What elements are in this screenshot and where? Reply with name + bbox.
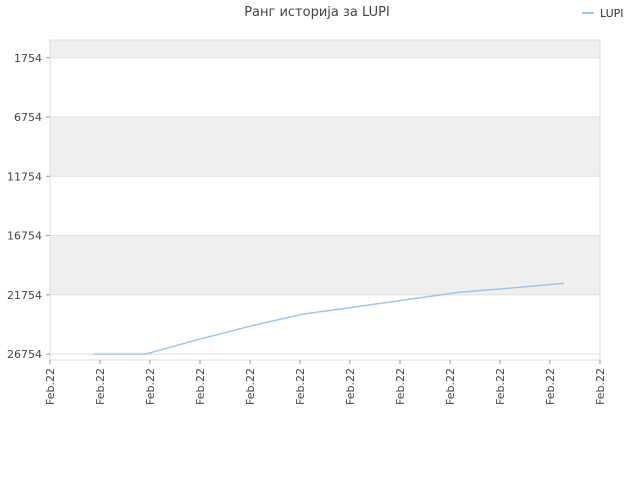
x-axis: Feb.22 Feb.22 Feb.22 Feb.22 Feb.22 Feb.22 Feb.… — [44, 360, 607, 405]
y-tick-label: 26754 — [7, 348, 42, 361]
x-tick-label: Feb.22 — [194, 368, 207, 405]
grid-band — [50, 117, 600, 177]
grid-bands — [50, 40, 600, 355]
x-tick-label: Feb.22 — [394, 368, 407, 405]
x-tick-label: Feb.22 — [594, 368, 607, 405]
plot-frame — [49, 39, 601, 361]
grid-band — [50, 176, 600, 236]
grid-band — [50, 40, 600, 58]
x-tick-label: Feb.22 — [294, 368, 307, 405]
x-tick-label: Feb.22 — [344, 368, 357, 405]
grid-band — [50, 57, 600, 118]
x-tick-label: Feb.22 — [444, 368, 457, 405]
series-layer — [93, 282, 565, 355]
y-tick-label: 11754 — [7, 170, 42, 183]
x-tick-label: Feb.22 — [94, 368, 107, 405]
x-tick-label: Feb.22 — [544, 368, 557, 405]
y-axis: 1754 6754 11754 16754 21754 26754 — [7, 52, 50, 361]
y-tick-label: 1754 — [14, 52, 42, 65]
y-tick-label: 21754 — [7, 289, 42, 302]
x-tick-label: Feb.22 — [494, 368, 507, 405]
y-tick-label: 16754 — [7, 230, 42, 243]
chart-title: Ранг историја за LUPI — [244, 5, 390, 20]
legend-label: LUPI — [600, 7, 624, 20]
y-tick-label: 6754 — [14, 111, 42, 124]
x-tick-label: Feb.22 — [144, 368, 157, 405]
grid-band — [50, 235, 600, 295]
grid-band — [50, 294, 600, 355]
x-tick-label: Feb.22 — [44, 368, 57, 405]
legend[interactable]: LUPI — [582, 7, 624, 20]
series-line-lupi — [93, 282, 565, 355]
x-tick-label: Feb.22 — [244, 368, 257, 405]
